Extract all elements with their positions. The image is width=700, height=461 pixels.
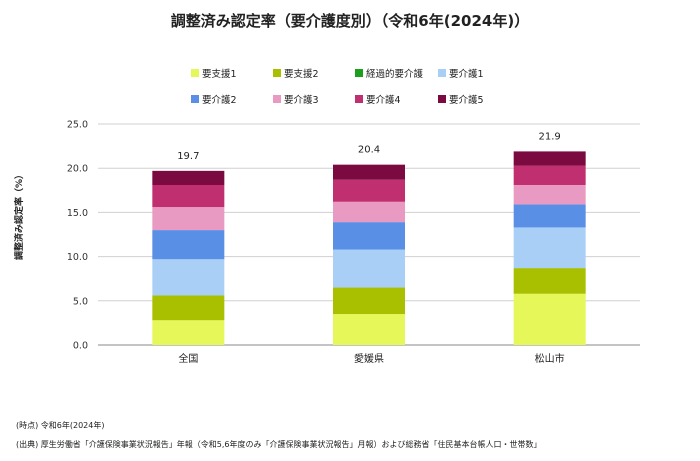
- bar-segment-2-3: [513, 268, 586, 294]
- x-axis-labels: 全国 愛媛県 松山市: [178, 352, 564, 365]
- legend-swatch: [273, 95, 281, 103]
- category-label: 愛媛県: [354, 352, 384, 365]
- total-label: 19.7: [177, 151, 199, 162]
- legend-item: 要介護3: [273, 94, 319, 106]
- legend-item: 要介護4: [355, 94, 401, 106]
- legend-item: 要支援1: [191, 68, 237, 80]
- y-axis-ticks: 0.0 5.0 10.0 15.0 20.0 25.0: [67, 120, 88, 352]
- legend-swatch: [191, 95, 199, 103]
- bar-segment-8-2: [333, 164, 405, 180]
- bar-segment-7-3: [513, 165, 586, 185]
- legend-swatch: [273, 69, 281, 77]
- bar-segment-4-2: [333, 249, 405, 288]
- y-tick-label: 20.0: [67, 164, 88, 175]
- legend-label: 要介護3: [284, 94, 319, 106]
- legend-swatch: [355, 95, 363, 103]
- bar-segment-1-3: [513, 293, 586, 345]
- note-time: (時点) 令和6年(2024年): [16, 421, 105, 430]
- bars: [152, 151, 586, 345]
- bar-segment-1-1: [152, 320, 225, 345]
- bar-segment-4-3: [513, 227, 586, 269]
- y-tick-label: 0.0: [73, 341, 88, 352]
- bar-segment-5-2: [333, 222, 405, 250]
- chart-title: 調整済み認定率（要介護度別）（令和6年(2024年)）: [170, 12, 530, 30]
- y-tick-label: 25.0: [67, 120, 88, 131]
- bar-segment-7-2: [333, 179, 405, 202]
- legend-item: 要介護2: [191, 94, 237, 106]
- legend-label: 要支援2: [284, 68, 319, 80]
- bar-segment-2-1: [152, 295, 225, 321]
- bar-segment-8-1: [152, 170, 225, 185]
- category-label: 松山市: [535, 352, 565, 365]
- bar-segment-2-2: [333, 287, 405, 315]
- bar-segment-6-2: [333, 201, 405, 223]
- note-source: (出典) 厚生労働省「介護保険事業状況報告」年報（令和5,6年度のみ「介護保険事…: [16, 440, 542, 449]
- legend-swatch: [438, 69, 446, 77]
- bar-segment-8-3: [513, 151, 586, 166]
- legend-swatch: [355, 69, 363, 77]
- legend-label: 経過的要介護: [366, 68, 424, 80]
- y-tick-label: 5.0: [73, 296, 88, 307]
- bar-segment-6-1: [152, 207, 225, 231]
- y-tick-label: 15.0: [67, 208, 88, 219]
- bar-segment-7-1: [152, 184, 225, 208]
- total-label: 21.9: [539, 131, 561, 142]
- y-axis-label: 調整済み認定率（%）: [13, 170, 25, 260]
- legend: 要支援1 要支援2 経過的要介護 要介護1 要介護2 要介護3 要介護4 要介護5: [191, 68, 484, 106]
- legend-label: 要介護2: [202, 94, 237, 106]
- bar-segment-4-1: [152, 259, 225, 296]
- category-label: 全国: [178, 352, 198, 365]
- y-tick-label: 10.0: [67, 252, 88, 263]
- legend-item: 経過的要介護: [355, 68, 424, 80]
- legend-item: 要支援2: [273, 68, 319, 80]
- bar-segment-1-2: [333, 314, 405, 345]
- legend-label: 要介護1: [449, 68, 484, 80]
- bar-segment-5-1: [152, 230, 225, 260]
- bar-segment-6-3: [513, 184, 586, 205]
- legend-item: 要介護5: [438, 94, 484, 106]
- total-label: 20.4: [358, 145, 380, 156]
- legend-item: 要介護1: [438, 68, 484, 80]
- total-labels: 19.7 20.4 21.9: [177, 131, 561, 161]
- legend-swatch: [438, 95, 446, 103]
- legend-label: 要介護5: [449, 94, 484, 106]
- legend-swatch: [191, 69, 199, 77]
- legend-label: 要介護4: [366, 94, 401, 106]
- bar-segment-5-3: [513, 204, 586, 228]
- legend-label: 要支援1: [202, 68, 237, 80]
